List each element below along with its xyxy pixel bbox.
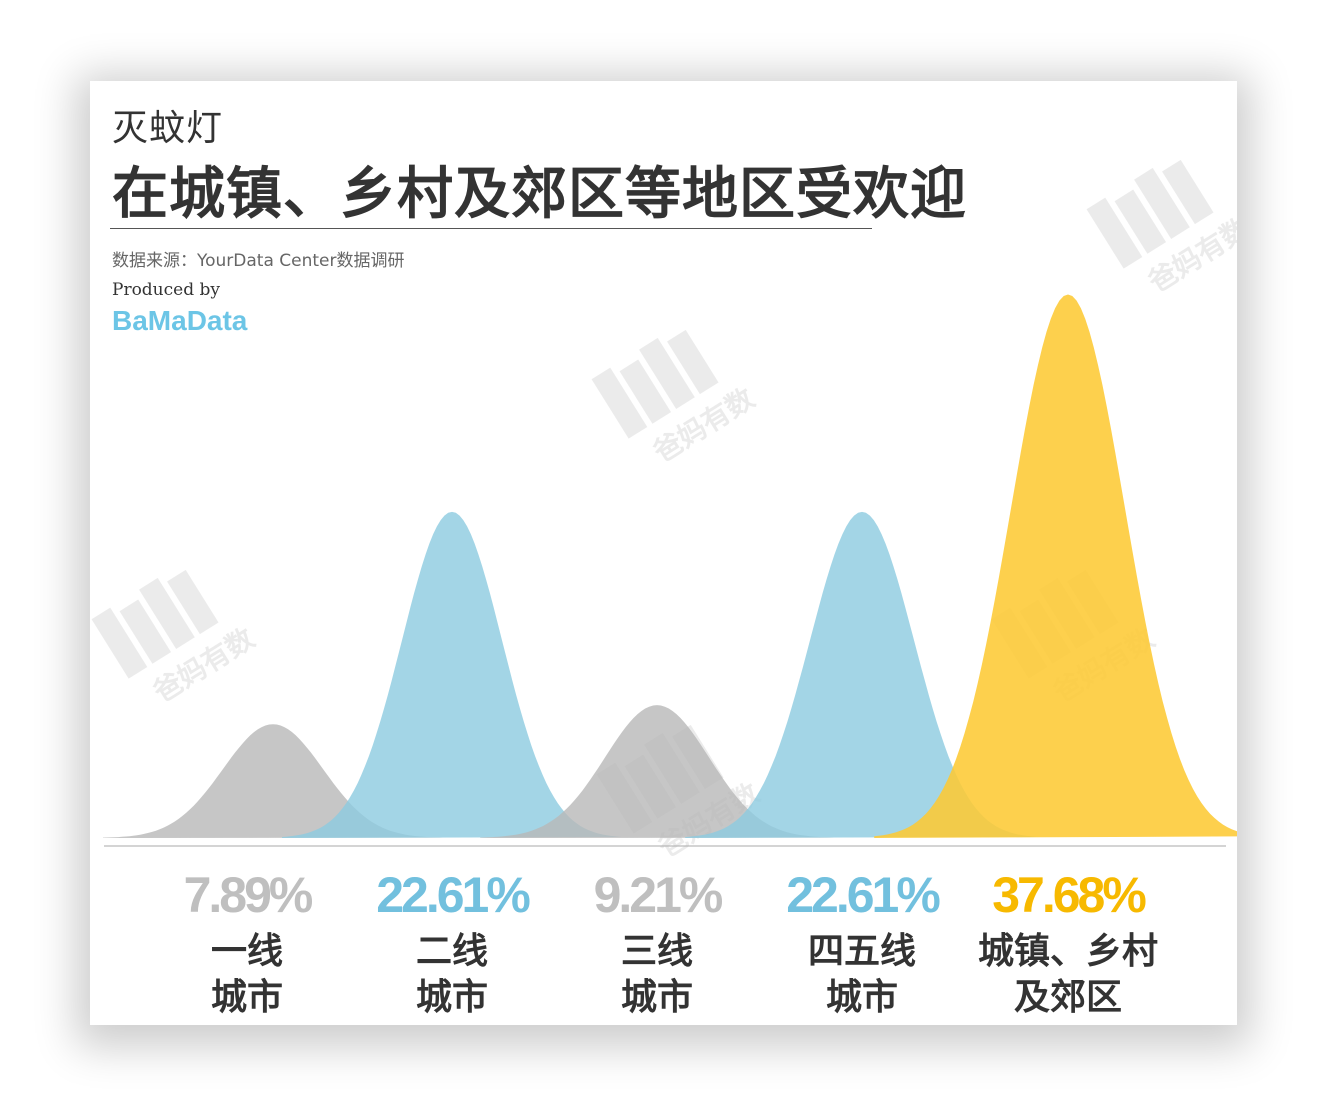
category-label-line1: 城镇、乡村: [977, 931, 1158, 972]
category-label-line2: 城市: [620, 977, 693, 1018]
watermark-logo: 爸妈有数: [591, 329, 761, 469]
value-label-4: 22.61%: [786, 867, 941, 923]
chart-title: 在城镇、乡村及郊区等地区受欢迎: [112, 161, 967, 227]
watermark-text: 爸妈有数: [647, 381, 761, 469]
category-label-line2: 城市: [210, 977, 283, 1018]
category-label-line2: 及郊区: [1013, 977, 1122, 1018]
category-label-2: 二线 城市: [342, 929, 562, 1021]
curve-1: [103, 724, 443, 838]
chart-subtitle: 灭蚊灯: [112, 108, 224, 149]
value-label-1: 7.89%: [183, 867, 314, 923]
category-label-3: 三线 城市: [547, 929, 767, 1021]
data-source: 数据来源：YourData Center数据调研: [112, 251, 405, 271]
watermark-text: 爸妈有数: [1142, 211, 1237, 299]
category-label-line1: 一线: [210, 931, 283, 972]
category-label-line1: 二线: [415, 931, 488, 972]
curve-2: [282, 511, 622, 838]
value-label-2: 22.61%: [376, 867, 531, 923]
category-label-5: 城镇、乡村 及郊区: [958, 929, 1178, 1021]
category-label-1: 一线 城市: [137, 929, 357, 1021]
infographic-card: 灭蚊灯 在城镇、乡村及郊区等地区受欢迎 数据来源：YourData Center…: [90, 81, 1237, 1025]
category-label-line1: 三线: [620, 931, 693, 972]
title-divider: [110, 228, 872, 229]
category-label-line1: 四五线: [807, 931, 916, 972]
category-label-line2: 城市: [415, 977, 488, 1018]
category-label-line2: 城市: [825, 977, 898, 1018]
category-label-4: 四五线 城市: [752, 929, 972, 1021]
watermark-logo: 爸妈有数: [91, 569, 261, 709]
curve-3: [480, 705, 834, 838]
brand-logo: BaMaData: [112, 305, 248, 336]
curve-4: [685, 511, 1039, 838]
curve-5: [874, 294, 1237, 838]
produced-by-label: Produced by: [112, 280, 220, 300]
watermark-logo: 爸妈有数: [1086, 159, 1237, 299]
curve-layer: [103, 294, 1237, 838]
value-label-3: 9.21%: [593, 867, 724, 923]
distribution-chart: 爸妈有数爸妈有数爸妈有数爸妈有数爸妈有数: [91, 159, 1237, 864]
value-label-5: 37.68%: [992, 867, 1147, 923]
watermark-text: 爸妈有数: [147, 621, 261, 709]
